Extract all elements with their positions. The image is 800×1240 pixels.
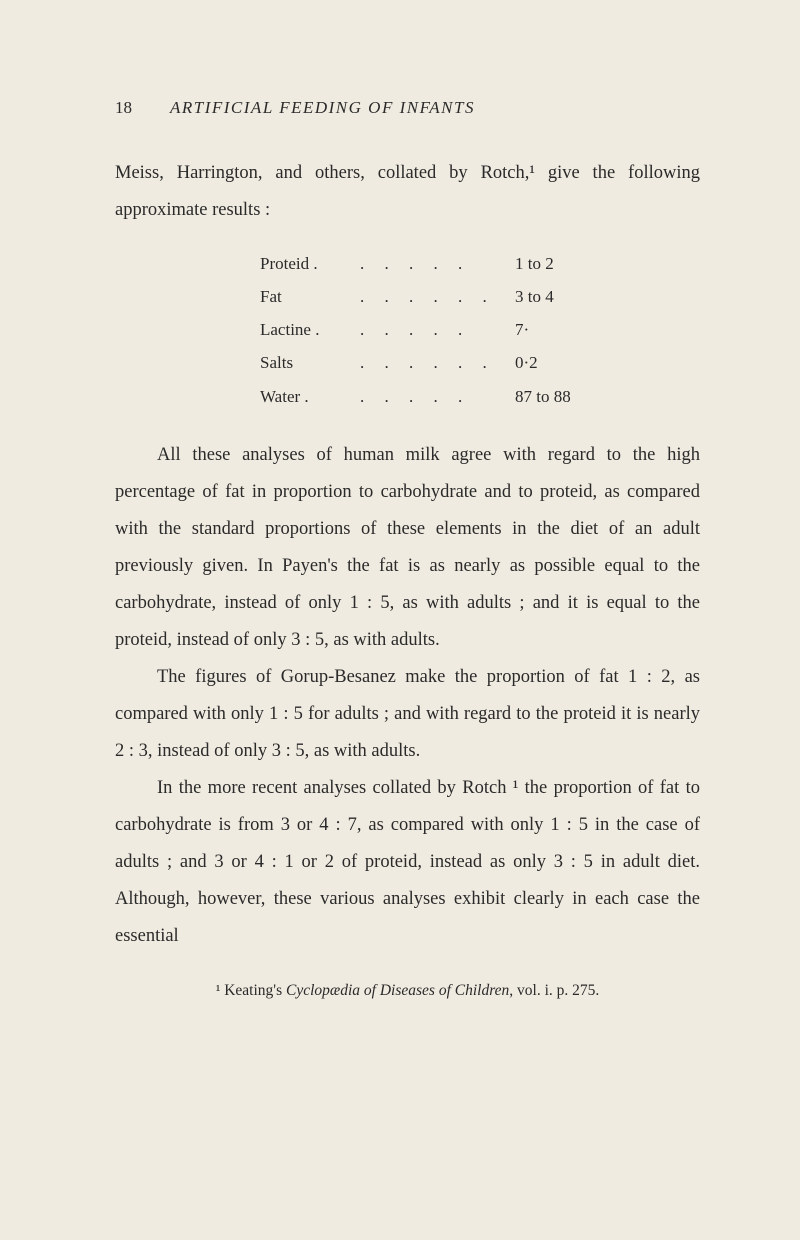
- row-value: 87 to 88: [515, 380, 605, 413]
- row-value: 7·: [515, 313, 605, 346]
- row-value: 1 to 2: [515, 247, 605, 280]
- running-header: ARTIFICIAL FEEDING OF INFANTS: [170, 98, 475, 118]
- row-label: Proteid .: [260, 247, 360, 280]
- page-content: Meiss, Harrington, and others, collated …: [115, 155, 700, 1006]
- body-paragraph-3: The figures of Gorup-Besanez make the pr…: [115, 659, 700, 770]
- table-row: Water . . . . . . 87 to 88: [260, 380, 700, 413]
- intro-paragraph: Meiss, Harrington, and others, collated …: [115, 155, 700, 229]
- body-paragraph-4: In the more recent analyses collated by …: [115, 770, 700, 955]
- row-value: 0·2: [515, 346, 605, 379]
- table-row: Proteid . . . . . . 1 to 2: [260, 247, 700, 280]
- body-paragraph-2: All these analyses of human milk agree w…: [115, 437, 700, 659]
- footnote-marker: ¹: [216, 982, 221, 999]
- row-dots: . . . . .: [360, 313, 515, 346]
- row-dots: . . . . . .: [360, 346, 515, 379]
- row-label: Fat: [260, 280, 360, 313]
- table-row: Lactine . . . . . . 7·: [260, 313, 700, 346]
- footnote-citation: , vol. i. p. 275.: [509, 982, 599, 999]
- composition-table: Proteid . . . . . . 1 to 2 Fat . . . . .…: [260, 247, 700, 413]
- row-label: Water .: [260, 380, 360, 413]
- row-dots: . . . . .: [360, 380, 515, 413]
- row-value: 3 to 4: [515, 280, 605, 313]
- row-dots: . . . . . .: [360, 280, 515, 313]
- row-label: Lactine .: [260, 313, 360, 346]
- page-number: 18: [115, 98, 132, 118]
- row-label: Salts: [260, 346, 360, 379]
- table-row: Fat . . . . . . 3 to 4: [260, 280, 700, 313]
- table-row: Salts . . . . . . 0·2: [260, 346, 700, 379]
- footnote: ¹ Keating's Cyclopædia of Diseases of Ch…: [115, 975, 700, 1006]
- footnote-author: Keating's: [224, 982, 286, 999]
- footnote-title: Cyclopædia of Diseases of Children: [286, 982, 509, 999]
- row-dots: . . . . .: [360, 247, 515, 280]
